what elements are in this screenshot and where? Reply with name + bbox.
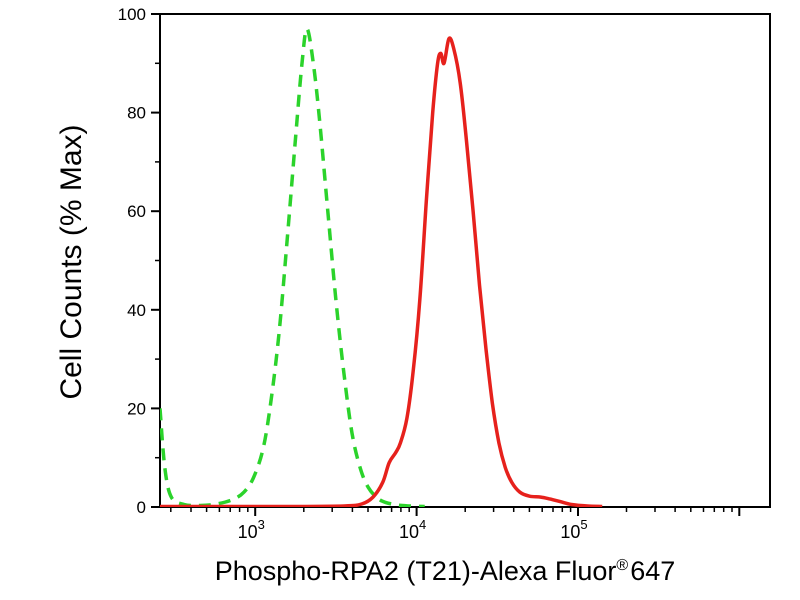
x-axis-label: Phospho-RPA2 (T21)-Alexa Fluor®647	[140, 556, 750, 587]
y-tick-label: 60	[127, 202, 146, 221]
x-tick-label: 104	[399, 517, 426, 542]
series-curve-green-dashed-control	[160, 27, 425, 507]
plot-canvas: 0 20 40 60 80 100 103 104 105	[118, 5, 771, 542]
x-axis-label-main: Phospho-RPA2 (T21)-Alexa Fluor	[214, 556, 617, 586]
plot-frame	[159, 13, 771, 508]
y-tick-label: 20	[127, 399, 146, 418]
x-axis-label-suffix: 647	[630, 556, 676, 586]
series-curve-red-solid-phospho-rpa2	[160, 36, 603, 507]
x-tick-label: 105	[560, 517, 587, 542]
y-tick-label: 80	[127, 104, 146, 123]
y-tick-label: 100	[118, 5, 146, 24]
y-tick-label: 40	[127, 301, 146, 320]
y-tick-label: 0	[137, 498, 146, 517]
x-tick-label: 103	[238, 517, 265, 542]
registered-trademark-symbol: ®	[616, 557, 629, 574]
